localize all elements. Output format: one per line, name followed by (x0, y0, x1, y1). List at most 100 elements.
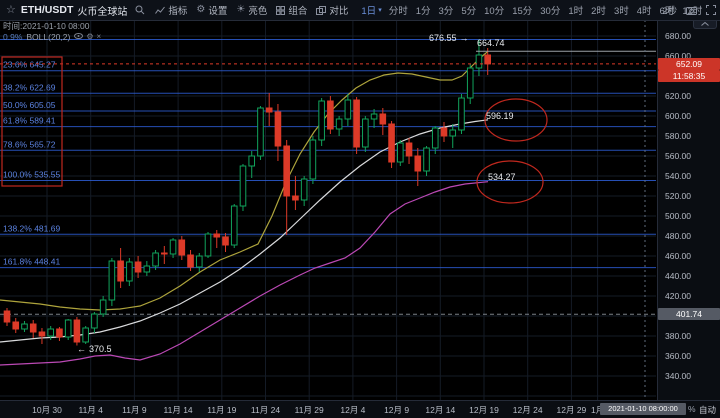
price-axis-label: 520.00 (665, 191, 691, 201)
price-axis[interactable]: 340.00360.00380.00400.00420.00440.00460.… (657, 20, 720, 400)
price-axis-label: 420.00 (665, 291, 691, 301)
interval-button[interactable]: 15分 (512, 6, 533, 17)
indicator-close-icon[interactable]: × (96, 31, 102, 41)
candle-countdown: 2秒 (662, 6, 677, 17)
interval-button[interactable]: 分时 (388, 6, 408, 17)
price-axis-label: 380.00 (665, 331, 691, 341)
interval-button[interactable]: 12时 (682, 6, 703, 17)
candle-body (431, 127, 439, 149)
time-axis-label: 12月 14 (425, 405, 456, 415)
candle-body (397, 142, 404, 163)
time-axis-label: 10月 30 (32, 405, 62, 415)
legend-indicator[interactable]: BOLL(20,2) (26, 31, 71, 42)
candle-body (379, 113, 387, 125)
candle-body (3, 310, 11, 323)
candle-body (449, 129, 457, 137)
interval-button[interactable]: 3时 (613, 6, 629, 17)
interval-selected-label: 1日 (361, 6, 377, 17)
fib-level-label: 138.2% 481.69 (3, 223, 60, 233)
price-axis-label: 580.00 (665, 131, 691, 141)
indicator-settings-icon[interactable]: ⚙ (86, 31, 94, 41)
candle-body (484, 54, 491, 65)
chevron-down-icon: ▾ (378, 7, 382, 14)
price-axis-label: 540.00 (665, 171, 691, 181)
candle-body (466, 67, 474, 99)
price-axis-label: 680.00 (665, 31, 691, 41)
star-icon[interactable]: ☆ (6, 3, 16, 16)
fib-level-label: 161.8% 448.41 (3, 257, 60, 267)
candle-body (29, 323, 37, 333)
fib-level-label: 23.6% 645.27 (3, 60, 56, 70)
gear-icon: ⚙ (196, 4, 206, 15)
interval-button[interactable]: 3分 (438, 6, 454, 17)
light-theme-label: 亮色 (248, 6, 268, 17)
interval-selector[interactable]: 1日 ▾ (361, 3, 381, 17)
sun-icon: ☀ (236, 4, 246, 15)
time-axis-label: 12月 4 (340, 405, 366, 415)
eye-icon[interactable] (74, 32, 84, 42)
settings-button[interactable]: ⚙ 设置 (196, 3, 228, 18)
candle-body (405, 142, 413, 157)
interval-button[interactable]: 1分 (415, 6, 431, 17)
time-axis-label: 11月 14 (163, 405, 193, 415)
candle-body (99, 299, 107, 315)
time-axis-label: 12月 29 (556, 405, 587, 415)
annotation-boll-lower-value: 534.27 (488, 172, 516, 182)
indicators-label: 指标 (168, 6, 188, 17)
candle-body (388, 123, 395, 163)
annotation-high[interactable]: 676.55 → (429, 33, 469, 43)
interval-button[interactable]: 10分 (484, 6, 505, 17)
fib-level-label: 50.0% 605.05 (3, 100, 56, 110)
annotation-high-value: 676.55 (429, 33, 457, 43)
toolbar-collapse-tab[interactable] (693, 20, 717, 29)
candle-body (274, 111, 282, 147)
fib-level-label: 38.2% 622.69 (3, 82, 56, 92)
annotation-boll-middle[interactable]: 596.19 (486, 111, 514, 121)
interval-button[interactable]: 30分 (540, 6, 561, 17)
interval-button[interactable]: 5分 (461, 6, 477, 17)
drawing-ellipse-middle-band[interactable] (484, 98, 548, 142)
price-axis-label: 620.00 (665, 91, 691, 101)
light-theme-button[interactable]: ☀ 亮色 (236, 3, 268, 18)
price-axis-label: 340.00 (665, 371, 691, 381)
candle-body (230, 205, 238, 246)
compare-button[interactable]: 对比 (316, 3, 348, 17)
exchange-label: 火币全球站 (77, 6, 128, 18)
annotation-low[interactable]: ← 370.5 (77, 344, 112, 354)
candle-body (38, 331, 46, 337)
candlestick-chart[interactable]: 23.6% 645.27 38.2% 622.69 50.0% 605.05 61.8… (0, 20, 657, 400)
camera-icon[interactable] (686, 6, 697, 15)
candle-body (178, 239, 186, 256)
annotation-boll-lower[interactable]: 534.27 (488, 172, 516, 182)
drawing-ellipse-lower-band[interactable] (476, 160, 544, 204)
price-axis-label: 600.00 (665, 111, 691, 121)
candle-body (300, 178, 308, 201)
price-axis-label: 460.00 (665, 251, 691, 261)
last-close-badge: 401.74 (658, 308, 720, 320)
candle-body (283, 145, 290, 197)
fib-level-label: 61.8% 589.41 (3, 116, 56, 126)
fib-level-label: 100.0% 535.55 (3, 169, 60, 179)
time-axis[interactable]: 1月 12月 29 12月 24 12月 19 12月 14 12月 9 12月 4 11月 … (0, 400, 720, 418)
candle-body (423, 147, 430, 172)
candle-body (187, 254, 194, 268)
interval-button[interactable]: 4时 (636, 6, 652, 17)
interval-button[interactable]: 6时 (659, 6, 675, 17)
interval-button[interactable]: 2时 (591, 6, 606, 17)
fullscreen-icon[interactable] (706, 5, 716, 15)
drawing-rectangle[interactable] (1, 56, 63, 187)
annotation-boll-upper[interactable]: 664.74 (477, 38, 505, 48)
layout-button[interactable]: 组合 (276, 3, 307, 17)
auto-scale-button[interactable]: 自动 (699, 405, 717, 415)
candle-body (370, 113, 378, 120)
interval-button[interactable]: 1时 (568, 6, 584, 17)
price-axis-label: 560.00 (665, 151, 691, 161)
time-axis-label: 11月 4 (78, 405, 103, 415)
symbol-label[interactable]: ETH/USDT (20, 4, 74, 16)
indicators-button[interactable]: 指标 (155, 3, 187, 17)
search-icon[interactable] (135, 5, 145, 15)
toolbar-right: 2秒 (662, 0, 716, 20)
percent-scale-button[interactable]: % (688, 404, 696, 414)
right-arrow-icon: → (459, 33, 469, 43)
settings-label: 设置 (208, 6, 228, 17)
